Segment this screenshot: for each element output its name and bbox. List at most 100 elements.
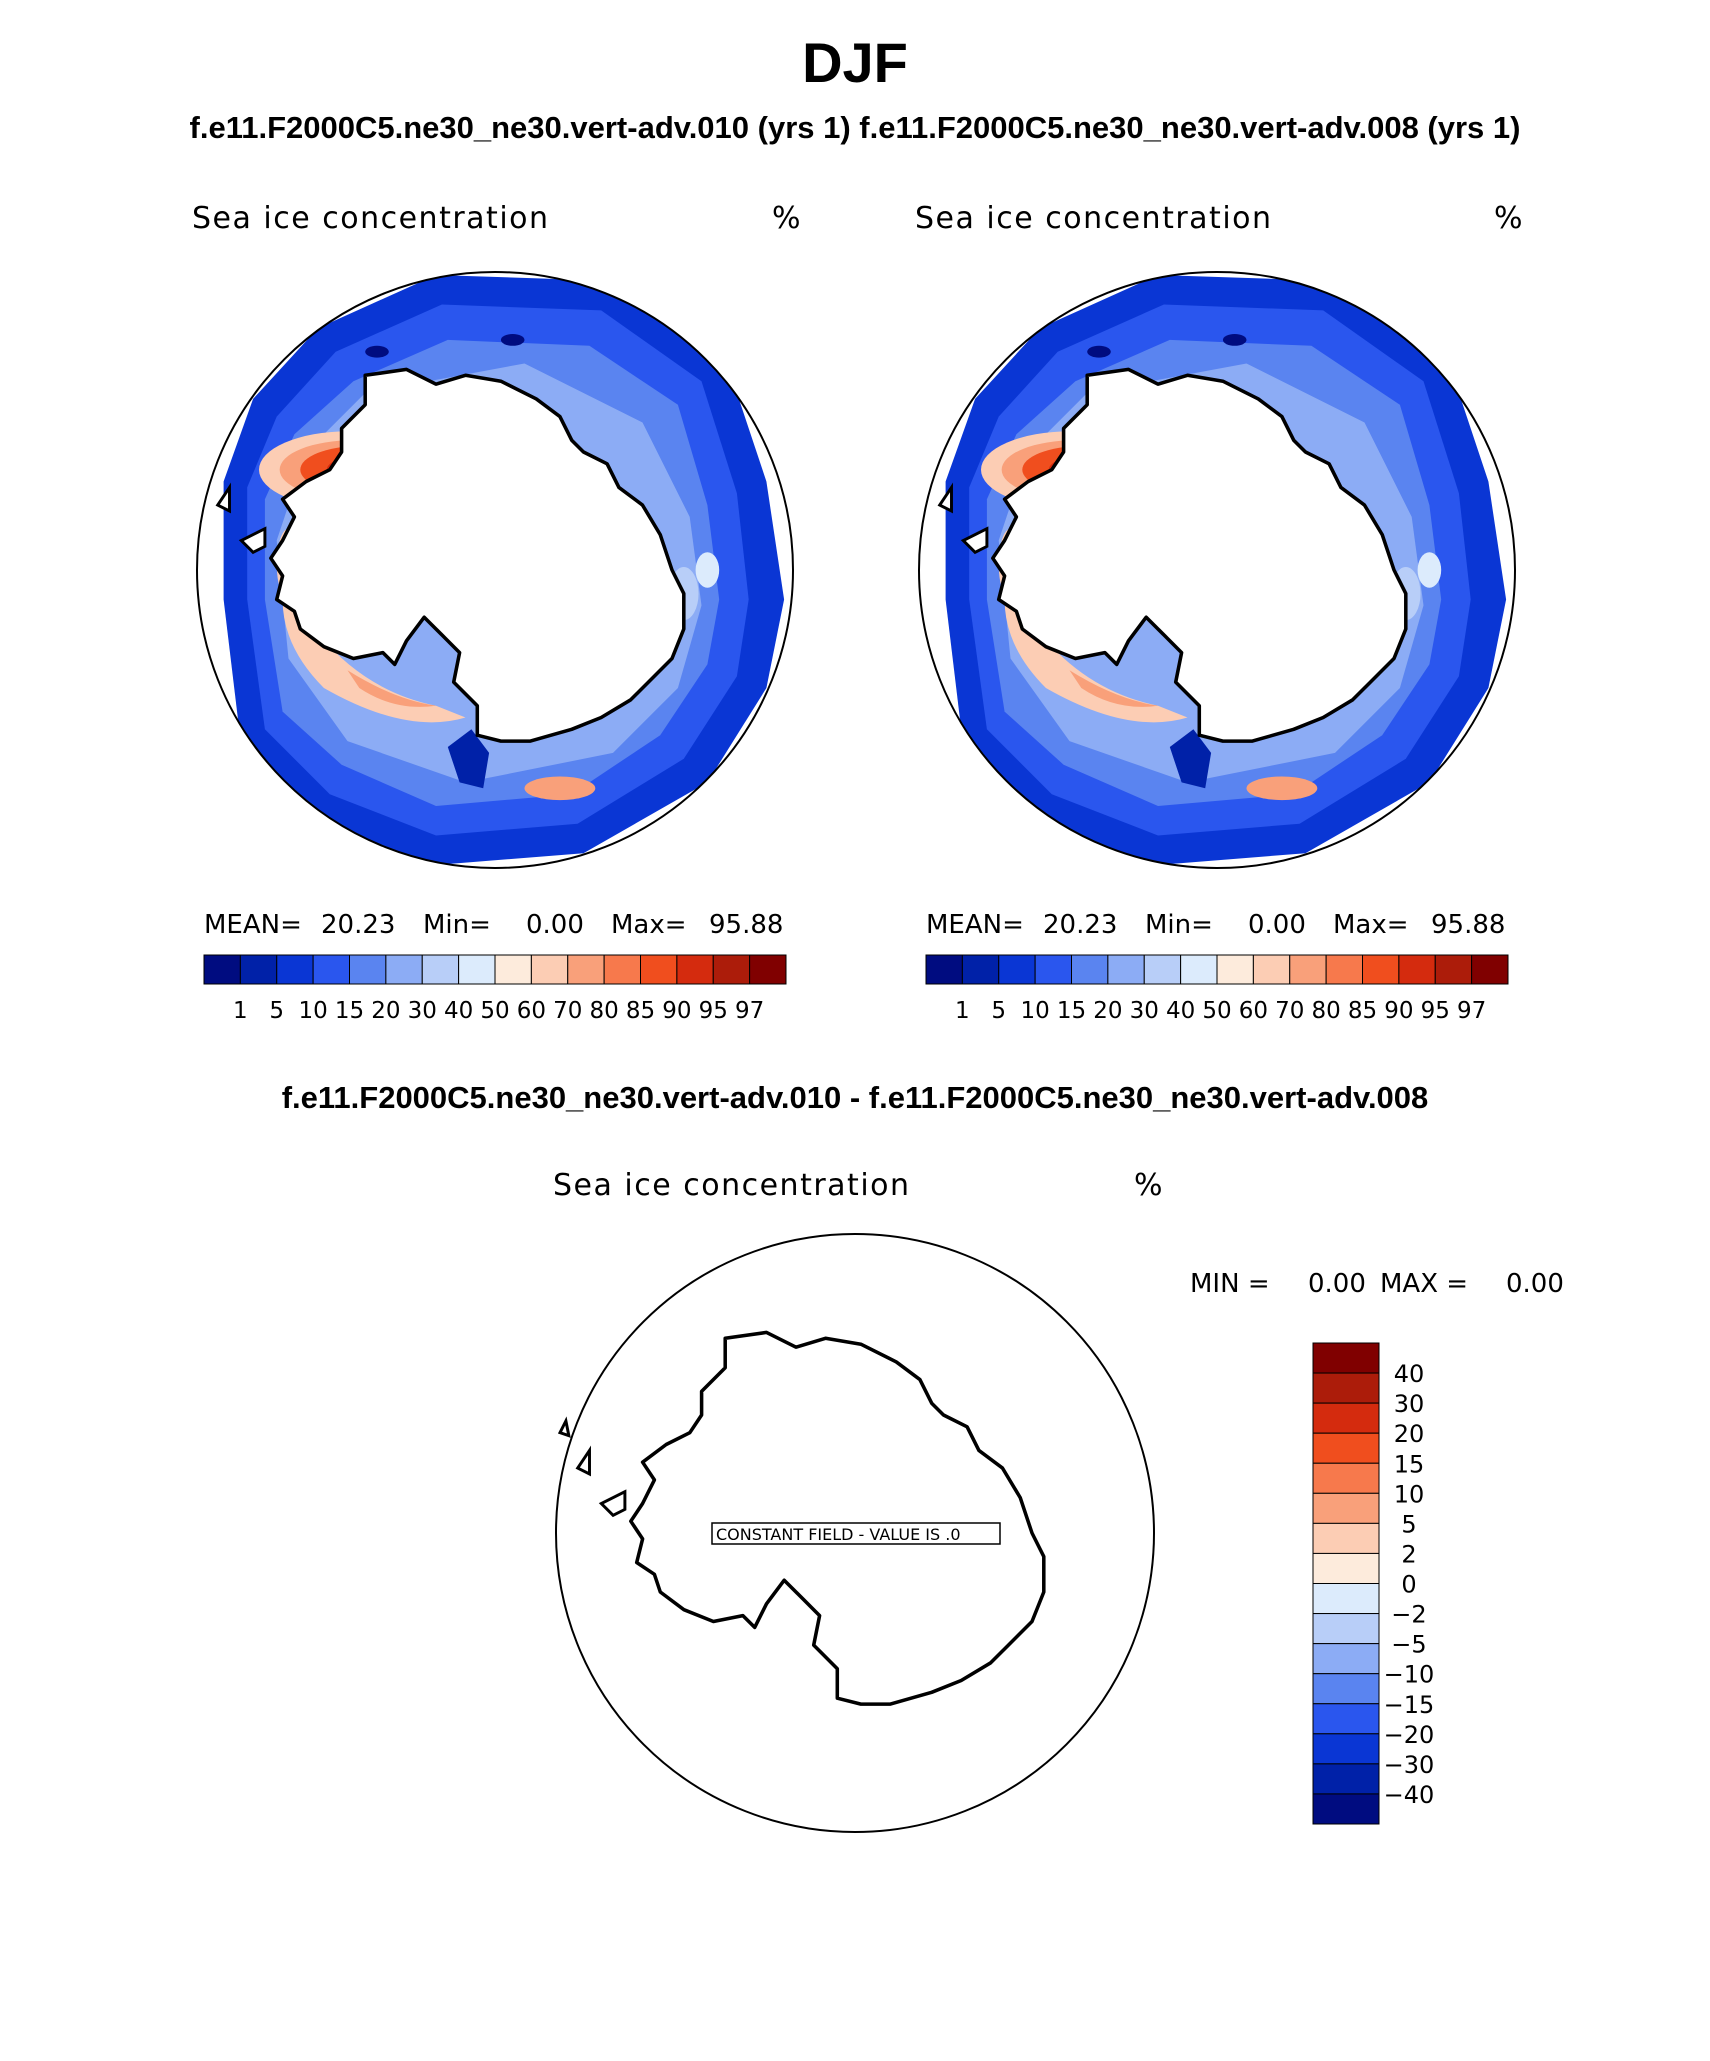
panel-b-colorbar-tick-label: 60 [1239, 998, 1268, 1024]
panel-diff-min-value: 0.00 [1308, 1269, 1366, 1299]
panel-b-colorbar-swatch [1434, 954, 1473, 985]
panel-diff-colorbar-swatch [1312, 1733, 1380, 1765]
panel-diff-colorbar-tick-label: 40 [1394, 1360, 1425, 1388]
panel-b-colorbar-swatch [1216, 954, 1254, 985]
panel-b-mean-value: 20.23 [1043, 910, 1117, 940]
panel-a-colorbar-tick-label: 80 [589, 998, 618, 1024]
panel-b-max-label: Max= [1333, 910, 1409, 940]
panel-b: Sea ice concentration % MEAN= 20.23 Min=… [915, 201, 1523, 1024]
panel-a-colorbar: 1 5 10 15 20 30 40 50 60 70 80 85 90 95 97 [203, 954, 787, 1024]
panel-diff-colorbar-tick-label: −15 [1384, 1691, 1435, 1719]
panel-b-colorbar-tick-label: 40 [1166, 998, 1195, 1024]
panel-diff-colorbar-tick-label: −30 [1384, 1751, 1435, 1779]
panel-a-colorbar-swatch [385, 954, 423, 985]
panel-b-colorbar-swatch [925, 954, 963, 985]
figure-title: DJF [802, 31, 908, 94]
panel-b-colorbar-tick-label: 95 [1421, 998, 1450, 1024]
panel-diff-colorbar-swatch [1312, 1342, 1380, 1374]
panel-b-max-value: 95.88 [1431, 910, 1505, 940]
panel-a-colorbar-tick-label: 10 [298, 998, 327, 1024]
panel-a-colorbar-tick-label: 85 [626, 998, 655, 1024]
difference-title: f.e11.F2000C5.ne30_ne30.vert-adv.010 - f… [281, 1080, 1429, 1115]
panel-diff-colorbar-swatch [1312, 1402, 1380, 1434]
panel-diff-colorbar-swatch [1312, 1673, 1380, 1705]
panel-a-colorbar-swatch [640, 954, 678, 985]
panel-diff-colorbar-tick-label: −40 [1384, 1781, 1435, 1809]
panel-a-colorbar-swatch [712, 954, 751, 985]
panel-diff-colorbar-tick-label: 10 [1394, 1480, 1425, 1508]
panel-diff-colorbar-swatch [1312, 1583, 1380, 1615]
panel-diff-colorbar-swatch [1312, 1522, 1380, 1554]
panel-a-map [198, 275, 785, 865]
panel-a-colorbar-tick-label: 40 [444, 998, 473, 1024]
panel-a-colorbar-swatch [203, 954, 241, 985]
panel-diff-max-value: 0.00 [1506, 1269, 1564, 1299]
panel-diff-colorbar-swatch [1312, 1552, 1380, 1584]
panel-b-colorbar-tick-label: 1 [955, 998, 970, 1024]
panel-a-colorbar-tick-label: 1 [233, 998, 248, 1024]
panel-b-title: Sea ice concentration [915, 201, 1273, 236]
panel-a-colorbar-tick-label: 90 [662, 998, 691, 1024]
panel-a-colorbar-tick-label: 30 [408, 998, 437, 1024]
panel-diff-max-label: MAX = [1380, 1269, 1468, 1299]
panel-b-mean-label: MEAN= [926, 910, 1024, 940]
panel-a-mean-value: 20.23 [321, 910, 395, 940]
panel-diff-colorbar-tick-label: −10 [1384, 1661, 1435, 1689]
panel-b-colorbar-tick-label: 20 [1093, 998, 1122, 1024]
panel-b-colorbar-swatch [1071, 954, 1109, 985]
panel-a-mean-label: MEAN= [204, 910, 302, 940]
panel-b-colorbar-tick-label: 85 [1348, 998, 1377, 1024]
panel-diff-colorbar-tick-label: 15 [1394, 1450, 1425, 1478]
panel-b-colorbar-tick-label: 90 [1384, 998, 1413, 1024]
panel-diff-colorbar-swatch [1312, 1613, 1380, 1645]
panel-a-colorbar-swatch [494, 954, 532, 985]
panel-a-colorbar-swatch [567, 954, 605, 985]
panel-a-colorbar-tick-label: 15 [335, 998, 364, 1024]
panel-b-units: % [1494, 201, 1523, 236]
figure-subtitle: f.e11.F2000C5.ne30_ne30.vert-adv.010 (yr… [189, 110, 1521, 145]
panel-a-colorbar-swatch [458, 954, 496, 985]
panel-diff-colorbar-swatch [1312, 1432, 1380, 1464]
panel-b-colorbar-tick-label: 10 [1020, 998, 1049, 1024]
panel-a-min-value: 0.00 [526, 910, 584, 940]
panel-a-colorbar-swatch [349, 954, 387, 985]
panel-a-colorbar-tick-label: 95 [699, 998, 728, 1024]
panel-b-colorbar-swatch [1180, 954, 1218, 985]
panel-b-colorbar-swatch [1362, 954, 1400, 985]
panel-diff-colorbar-swatch [1312, 1703, 1380, 1735]
panel-a-colorbar-tick-label: 70 [553, 998, 582, 1024]
panel-a-colorbar-swatch [421, 954, 460, 985]
panel-diff-colorbar-tick-label: −5 [1391, 1631, 1426, 1659]
panel-diff-units: % [1134, 1168, 1163, 1203]
panel-a-colorbar-swatch [603, 954, 641, 985]
panel-diff-title: Sea ice concentration [553, 1168, 911, 1203]
panel-a-colorbar-tick-label: 60 [517, 998, 546, 1024]
panel-diff-colorbar-tick-label: −20 [1384, 1721, 1435, 1749]
panel-diff-colorbar-swatch [1312, 1372, 1380, 1404]
panel-b-colorbar-swatch [1289, 954, 1327, 985]
panel-diff-colorbar-tick-label: 2 [1401, 1540, 1416, 1568]
panel-diff-colorbar-tick-label: −2 [1391, 1601, 1426, 1629]
panel-diff-colorbar-swatch [1312, 1462, 1380, 1494]
panel-b-colorbar-tick-label: 30 [1130, 998, 1159, 1024]
panel-b-colorbar-tick-label: 5 [991, 998, 1006, 1024]
panel-b-colorbar-tick-label: 50 [1202, 998, 1231, 1024]
panel-diff-colorbar-swatch [1312, 1763, 1380, 1795]
panel-b-colorbar-tick-label: 97 [1457, 998, 1486, 1024]
panel-b-map-border [918, 271, 1516, 869]
panel-diff-colorbar-tick-label: 0 [1401, 1571, 1416, 1599]
constant-field-box [711, 1522, 1001, 1545]
panel-b-colorbar-tick-label: 70 [1275, 998, 1304, 1024]
panel-a-colorbar-swatch [312, 954, 350, 985]
panel-b-colorbar-swatch [1471, 954, 1509, 985]
panel-diff-colorbar-tick-label: 5 [1401, 1510, 1416, 1538]
panel-b-colorbar-swatch [1143, 954, 1182, 985]
panel-b-colorbar-swatch [1034, 954, 1072, 985]
panel-a-colorbar-tick-label: 50 [480, 998, 509, 1024]
panel-a-colorbar-swatch [749, 954, 787, 985]
panel-a-colorbar-swatch [276, 954, 314, 985]
panel-a-max-value: 95.88 [709, 910, 783, 940]
panel-a: Sea ice concentration % MEAN= 20.23 Min=… [192, 201, 801, 1024]
